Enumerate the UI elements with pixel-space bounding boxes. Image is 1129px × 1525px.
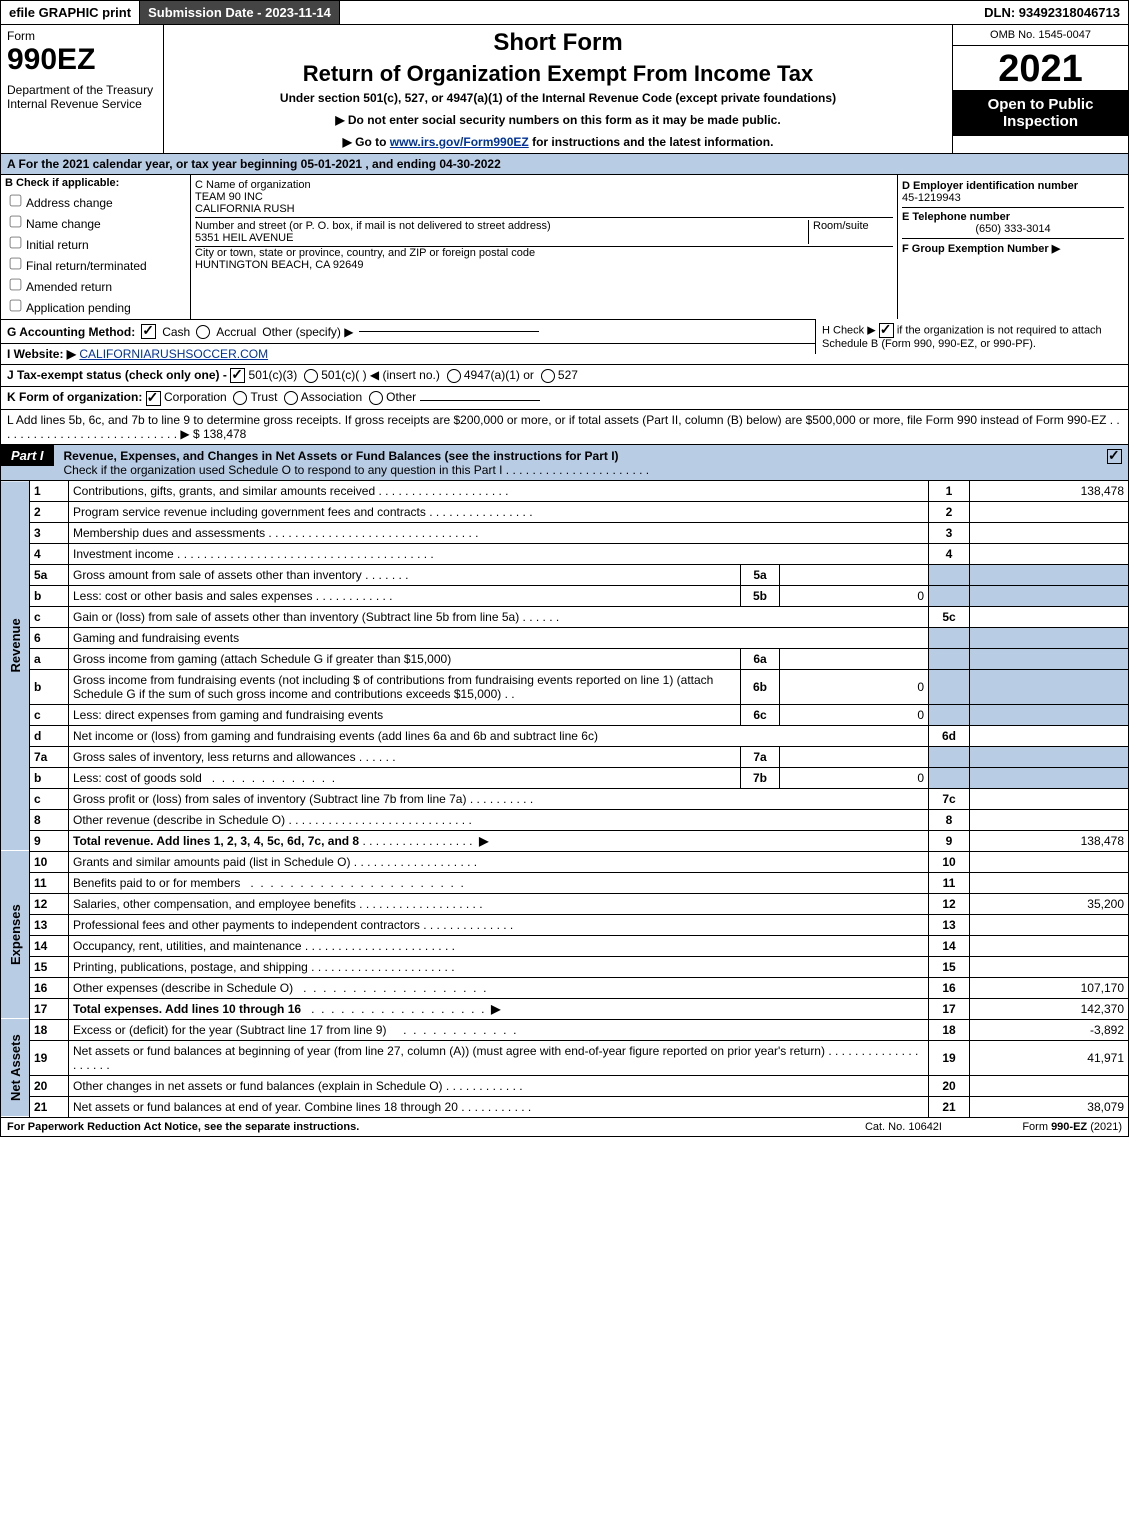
part1-tag: Part I [1,445,54,466]
chk-amended-return[interactable]: Amended return [5,275,186,294]
label-ein: D Employer identification number [902,180,1124,192]
chk-initial-return[interactable]: Initial return [5,233,186,252]
footer-mid: Cat. No. 10642I [865,1121,942,1133]
website-link[interactable]: CALIFORNIARUSHSOCCER.COM [79,347,268,361]
chk-cash[interactable] [141,324,156,339]
label-city: City or town, state or province, country… [195,247,893,259]
part1-header: Part I Revenue, Expenses, and Changes in… [0,445,1129,481]
info-grid: B Check if applicable: Address change Na… [0,175,1129,320]
org-name1: TEAM 90 INC [195,191,893,203]
chk-527[interactable] [541,369,555,383]
chk-501c[interactable] [304,369,318,383]
row-k: K Form of organization: Corporation Trus… [0,387,1129,409]
chk-name-change[interactable]: Name change [5,212,186,231]
label-room: Room/suite [813,220,893,232]
amt-line1: 138,478 [970,481,1129,502]
street: 5351 HEIL AVENUE [195,232,808,244]
inspection-badge: Open to Public Inspection [953,90,1128,136]
phone: (650) 333-3014 [902,223,1124,235]
row-g: G Accounting Method: Cash Accrual Other … [0,320,1129,344]
chk-address-change[interactable]: Address change [5,191,186,210]
section-def: D Employer identification number 45-1219… [898,175,1128,319]
row-l: L Add lines 5b, 6c, and 7b to line 9 to … [0,410,1129,445]
tax-year: 2021 [953,46,1128,90]
chk-501c3[interactable] [230,368,245,383]
form-header: Form 990EZ Department of the Treasury In… [0,25,1129,154]
chk-schedule-b[interactable] [879,323,894,338]
label-phone: E Telephone number [902,211,1124,223]
chk-association[interactable] [284,391,298,405]
footer: For Paperwork Reduction Act Notice, see … [0,1118,1129,1137]
lines-table: Revenue 1Contributions, gifts, grants, a… [0,481,1129,1118]
chk-final-return[interactable]: Final return/terminated [5,254,186,273]
irs-link[interactable]: www.irs.gov/Form990EZ [390,135,529,149]
chk-trust[interactable] [233,391,247,405]
row-j: J Tax-exempt status (check only one) - 5… [0,365,1129,387]
form-word: Form [7,29,157,43]
city: HUNTINGTON BEACH, CA 92649 [195,259,893,271]
top-bar: efile GRAPHIC print Submission Date - 20… [0,0,1129,25]
ein: 45-1219943 [902,192,1124,204]
omb-number: OMB No. 1545-0047 [953,25,1128,46]
chk-accrual[interactable] [196,325,210,339]
chk-corporation[interactable] [146,391,161,406]
amt-line9: 138,478 [970,830,1129,851]
label-orgname: C Name of organization [195,179,893,191]
gross-receipts: $ 138,478 [193,427,246,441]
chk-schedule-o[interactable] [1107,449,1122,464]
section-c: C Name of organization TEAM 90 INC CALIF… [191,175,898,319]
short-form-title: Short Form [172,29,944,57]
footer-right: Form 990-EZ (2021) [942,1121,1122,1133]
vlabel-revenue: Revenue [1,481,30,810]
vlabel-netassets: Net Assets [1,1019,30,1117]
label-street: Number and street (or P. O. box, if mail… [195,220,808,232]
footer-left: For Paperwork Reduction Act Notice, see … [7,1121,865,1133]
dept-label: Department of the Treasury Internal Reve… [7,83,157,111]
efile-tab[interactable]: efile GRAPHIC print [1,1,140,24]
val-6c: 0 [780,704,929,725]
section-a: A For the 2021 calendar year, or tax yea… [0,154,1129,175]
ssn-warning: ▶ Do not enter social security numbers o… [172,113,944,127]
section-h: H Check ▶ if the organization is not req… [815,319,1128,354]
section-b: B Check if applicable: Address change Na… [1,175,191,319]
dln-label: DLN: 93492318046713 [976,1,1128,24]
amt-line17: 142,370 [970,998,1129,1019]
submission-tab: Submission Date - 2023-11-14 [140,1,340,24]
amt-line16: 107,170 [970,977,1129,998]
amt-line18: -3,892 [970,1019,1129,1040]
chk-application-pending[interactable]: Application pending [5,296,186,315]
subtitle: Under section 501(c), 527, or 4947(a)(1)… [172,91,944,105]
val-6b: 0 [780,669,929,704]
amt-line21: 38,079 [970,1096,1129,1117]
chk-other-org[interactable] [369,391,383,405]
form-number: 990EZ [7,43,157,77]
chk-4947[interactable] [447,369,461,383]
org-name2: CALIFORNIA RUSH [195,203,893,215]
amt-line12: 35,200 [970,893,1129,914]
vlabel-expenses: Expenses [1,851,30,1019]
val-7b: 0 [780,767,929,788]
amt-line19: 41,971 [970,1040,1129,1075]
label-group-exemption: F Group Exemption Number ▶ [902,242,1124,255]
val-5b: 0 [780,585,929,606]
goto-note: ▶ Go to www.irs.gov/Form990EZ for instru… [172,135,944,149]
main-title: Return of Organization Exempt From Incom… [172,61,944,87]
